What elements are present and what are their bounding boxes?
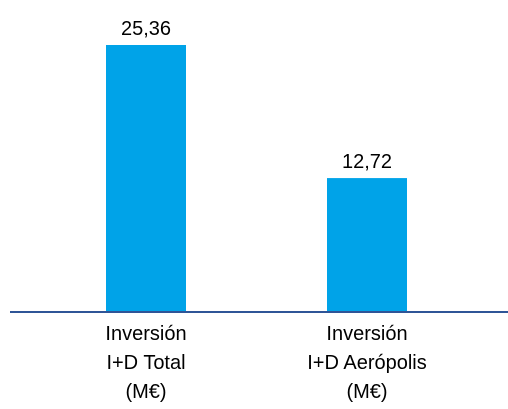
value-labels-group: 25,36 12,72 bbox=[121, 18, 392, 173]
category-label-0-line-2: (M€) bbox=[125, 381, 166, 403]
value-label-1: 12,72 bbox=[342, 151, 392, 173]
bar-0 bbox=[106, 45, 186, 312]
category-label-0-line-0: Inversión bbox=[105, 323, 186, 345]
bars-group bbox=[106, 45, 407, 312]
value-label-0: 25,36 bbox=[121, 18, 171, 40]
category-labels-group: Inversión I+D Total (M€) Inversión I+D Aeróp… bbox=[105, 323, 426, 403]
category-label-1-line-1: I+D Aerópolis bbox=[307, 352, 427, 374]
category-label-0-line-1: I+D Total bbox=[106, 352, 185, 374]
bar-1 bbox=[327, 178, 407, 312]
category-label-1-line-0: Inversión bbox=[326, 323, 407, 345]
category-label-1-line-2: (M€) bbox=[346, 381, 387, 403]
